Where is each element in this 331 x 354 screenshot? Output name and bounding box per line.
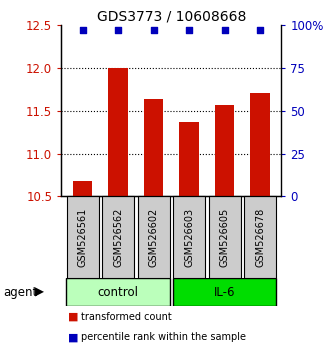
Text: GSM526678: GSM526678 — [255, 207, 265, 267]
Bar — [173, 278, 276, 306]
Bar — [179, 122, 199, 196]
Bar — [108, 68, 128, 196]
Text: GSM526603: GSM526603 — [184, 207, 194, 267]
Bar — [73, 181, 92, 196]
Text: ■: ■ — [68, 332, 78, 342]
Point — [116, 27, 121, 33]
Text: IL-6: IL-6 — [214, 286, 235, 298]
Bar — [144, 99, 163, 196]
Bar — [244, 196, 276, 278]
Text: GSM526602: GSM526602 — [149, 207, 159, 267]
Point — [222, 27, 227, 33]
Text: agent: agent — [3, 286, 37, 298]
Text: GSM526605: GSM526605 — [219, 207, 229, 267]
Bar — [250, 93, 270, 196]
Bar — [67, 196, 99, 278]
Bar — [102, 196, 134, 278]
Text: transformed count: transformed count — [81, 312, 172, 322]
Text: control: control — [98, 286, 139, 298]
Text: ▶: ▶ — [35, 286, 44, 298]
Point — [80, 27, 85, 33]
Bar — [66, 278, 170, 306]
Text: ■: ■ — [68, 312, 78, 322]
Bar — [138, 196, 169, 278]
Point — [151, 27, 156, 33]
Bar — [173, 196, 205, 278]
Text: GSM526561: GSM526561 — [77, 207, 87, 267]
Bar — [209, 196, 241, 278]
Bar — [215, 105, 234, 196]
Text: GSM526562: GSM526562 — [113, 207, 123, 267]
Text: percentile rank within the sample: percentile rank within the sample — [81, 332, 246, 342]
Point — [186, 27, 192, 33]
Title: GDS3773 / 10608668: GDS3773 / 10608668 — [97, 10, 246, 24]
Point — [258, 27, 263, 33]
